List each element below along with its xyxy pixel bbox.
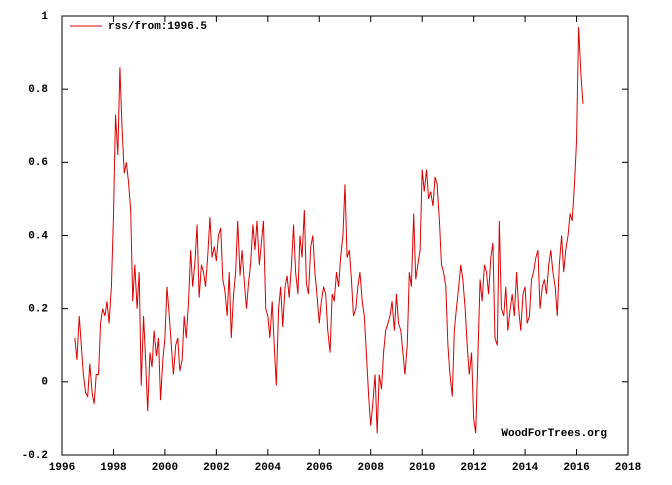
x-tick-label: 2018 (615, 462, 642, 474)
x-tick-label: 2014 (512, 462, 539, 474)
x-tick-label: 1996 (49, 462, 75, 474)
x-tick-label: 2002 (203, 462, 229, 474)
x-tick-label: 2006 (306, 462, 332, 474)
y-tick-label: 1 (41, 11, 48, 23)
y-tick-label: 0 (41, 377, 48, 389)
y-tick-label: -0.2 (22, 450, 48, 462)
x-tick-label: 2012 (460, 462, 486, 474)
y-tick-label: 0.2 (28, 304, 48, 316)
legend-label: rss/from:1996.5 (108, 21, 207, 33)
y-tick-label: 0.8 (28, 84, 48, 96)
y-tick-label: 0.4 (28, 230, 48, 242)
x-tick-label: 1998 (100, 462, 127, 474)
x-tick-label: 2016 (563, 462, 589, 474)
y-tick-label: 0.6 (28, 157, 48, 169)
x-tick-label: 2010 (409, 462, 435, 474)
annotation: WoodForTrees.org (501, 428, 607, 440)
data-line (74, 26, 584, 434)
x-tick-label: 2000 (152, 462, 178, 474)
x-tick-label: 2008 (358, 462, 385, 474)
x-tick-label: 2004 (255, 462, 282, 474)
